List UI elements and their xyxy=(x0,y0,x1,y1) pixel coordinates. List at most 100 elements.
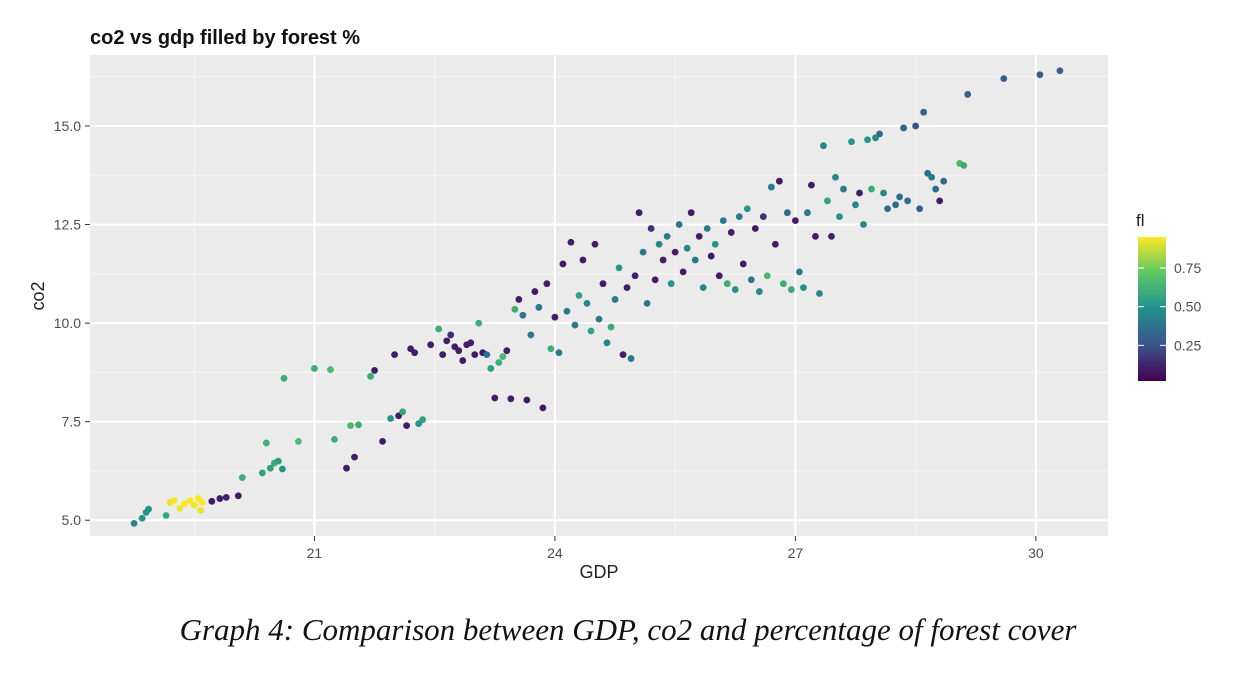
data-point xyxy=(475,319,483,327)
data-point xyxy=(808,181,815,189)
data-point xyxy=(795,268,803,276)
data-point xyxy=(491,394,499,402)
data-point xyxy=(928,173,936,181)
data-point xyxy=(403,422,411,430)
data-point xyxy=(295,437,302,445)
data-point xyxy=(787,286,795,293)
data-point xyxy=(904,197,912,205)
data-point xyxy=(651,276,659,284)
x-tick-label: 27 xyxy=(788,545,804,561)
data-point xyxy=(258,469,266,477)
colorbar-tick-label: 0.50 xyxy=(1174,299,1201,315)
data-point xyxy=(439,351,447,359)
data-point xyxy=(563,307,571,315)
data-point xyxy=(848,138,855,146)
colorbar xyxy=(1138,237,1166,381)
data-point xyxy=(739,260,747,268)
data-point xyxy=(655,240,663,248)
data-point xyxy=(266,464,274,472)
data-point xyxy=(755,288,763,295)
figure-caption: Graph 4: Comparison between GDP, co2 and… xyxy=(179,612,1077,647)
data-point xyxy=(487,365,495,372)
data-point xyxy=(331,436,338,443)
data-point xyxy=(278,465,286,473)
data-point xyxy=(579,256,587,264)
data-point xyxy=(130,519,138,527)
data-point xyxy=(555,349,563,357)
data-point xyxy=(543,280,551,288)
data-point xyxy=(804,209,811,217)
colorbar-tick-label: 0.75 xyxy=(1174,260,1201,276)
data-point xyxy=(583,299,591,307)
data-point xyxy=(483,351,491,359)
data-point xyxy=(647,225,655,232)
data-point xyxy=(355,421,362,429)
data-point xyxy=(1056,67,1064,75)
data-point xyxy=(467,339,475,347)
data-point xyxy=(723,280,731,288)
data-point xyxy=(635,209,643,217)
data-point xyxy=(892,201,899,209)
data-point xyxy=(727,229,735,236)
data-point xyxy=(940,177,948,185)
data-point xyxy=(679,268,687,276)
data-point xyxy=(280,374,288,382)
data-point xyxy=(519,311,527,319)
data-point xyxy=(775,177,783,185)
data-point xyxy=(687,209,695,217)
data-point xyxy=(751,225,759,232)
data-point xyxy=(643,299,651,307)
data-point xyxy=(767,183,775,191)
data-point xyxy=(575,292,583,299)
data-point xyxy=(699,284,707,292)
data-point xyxy=(198,499,206,506)
x-axis-label: GDP xyxy=(579,562,618,582)
data-point xyxy=(707,252,715,260)
data-point xyxy=(695,232,703,240)
data-point xyxy=(607,323,615,331)
data-point xyxy=(311,365,318,372)
data-point xyxy=(671,248,679,256)
data-point xyxy=(343,464,350,472)
data-point xyxy=(138,514,146,522)
data-point xyxy=(567,238,575,246)
data-point xyxy=(507,395,515,403)
data-point xyxy=(515,296,523,303)
data-point xyxy=(828,232,835,240)
data-point xyxy=(371,367,378,374)
grid-lines xyxy=(90,55,1108,536)
data-point xyxy=(145,505,152,513)
data-point xyxy=(238,474,246,482)
data-point xyxy=(816,290,823,297)
data-point xyxy=(1000,75,1008,83)
data-point xyxy=(471,351,479,359)
data-point xyxy=(176,505,184,512)
data-point xyxy=(864,136,871,144)
data-point xyxy=(832,173,839,181)
data-point xyxy=(631,272,639,280)
data-point xyxy=(447,331,455,339)
data-point xyxy=(868,185,875,193)
data-point xyxy=(711,240,719,248)
data-point xyxy=(551,313,559,321)
x-tick-label: 24 xyxy=(547,545,563,561)
data-point xyxy=(920,108,928,116)
data-point xyxy=(639,248,647,256)
data-point xyxy=(216,495,224,502)
data-point xyxy=(443,337,451,345)
x-axis-ticks: 21 24 27 30 xyxy=(307,536,1044,561)
data-point xyxy=(743,205,751,213)
y-tick-label: 12.5 xyxy=(54,217,81,233)
y-axis-label: co2 xyxy=(28,281,48,310)
data-point xyxy=(559,260,567,268)
x-tick-label: 30 xyxy=(1028,545,1044,561)
data-point xyxy=(912,122,920,130)
data-point xyxy=(715,272,723,280)
y-tick-label: 15.0 xyxy=(54,118,81,134)
data-point xyxy=(771,240,779,248)
legend: fl 0.25 0.50 0.75 xyxy=(1136,211,1201,381)
y-axis-ticks: 5.0 7.5 10.0 12.5 15.0 xyxy=(54,118,90,528)
data-point xyxy=(274,457,282,465)
data-point xyxy=(531,288,539,295)
data-point xyxy=(836,213,843,221)
